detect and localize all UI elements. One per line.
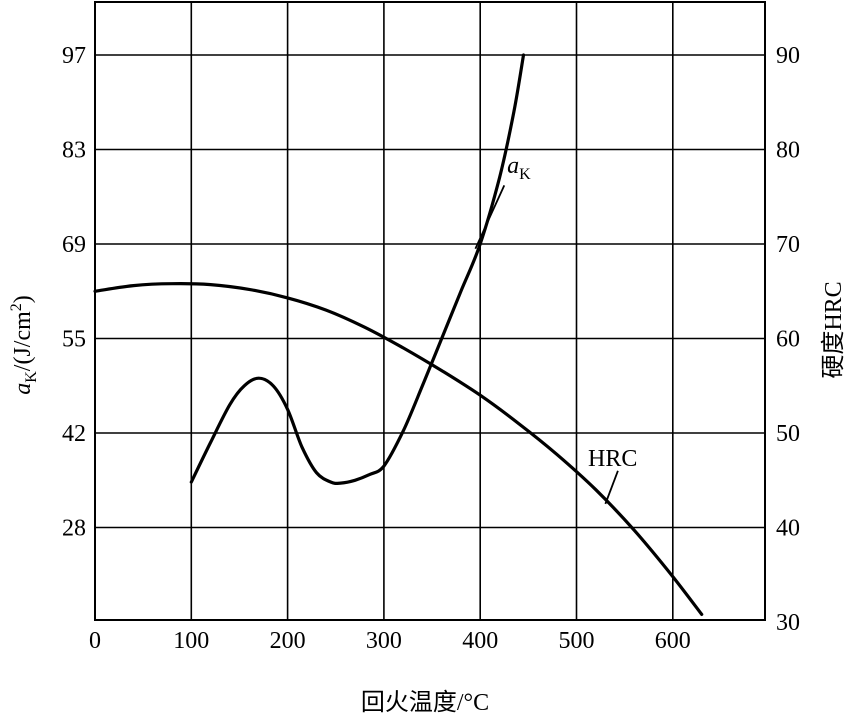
series-labels: aK HRC <box>474 153 637 505</box>
series-label-ak-subscript: K <box>519 166 531 183</box>
y-right-tick-60: 60 <box>776 327 800 353</box>
series-layer <box>93 53 704 616</box>
x-tick-100: 100 <box>173 628 209 654</box>
x-tick-400: 400 <box>462 628 498 654</box>
y-left-subscript: K <box>23 371 40 383</box>
y-right-tick-40: 40 <box>776 516 800 542</box>
y-right-axis-title: 硬度HRC <box>820 281 847 378</box>
y-left-symbol: a <box>10 383 36 395</box>
x-tick-0: 0 <box>89 628 101 654</box>
x-tick-200: 200 <box>270 628 306 654</box>
x-tick-300: 300 <box>366 628 402 654</box>
y-right-tick-50: 50 <box>776 421 800 447</box>
y-left-units: /(J/cm <box>10 311 36 371</box>
x-tick-500: 500 <box>559 628 595 654</box>
y-left-tick-69: 69 <box>62 232 86 258</box>
y-left-tick-55: 55 <box>62 327 86 353</box>
y-left-tick-83: 83 <box>62 138 86 164</box>
y-left-tick-97: 97 <box>62 43 86 69</box>
grid <box>95 2 765 620</box>
y-left-tick-42: 42 <box>62 421 86 447</box>
y-right-tick-80: 80 <box>776 138 800 164</box>
y-left-tick-28: 28 <box>62 516 86 542</box>
leader-ak <box>474 185 506 250</box>
y-right-tick-70: 70 <box>776 232 800 258</box>
x-tick-600: 600 <box>655 628 691 654</box>
tick-labels: 0 100 200 300 400 500 600 90 97 80 83 70 69 60 55 50 42 4… <box>62 43 800 654</box>
y-right-tick-90: 90 <box>776 43 800 69</box>
series-label-ak-symbol: a <box>507 153 519 179</box>
x-axis-title: 回火温度/°C <box>361 689 489 716</box>
series-label-hrc: HRC <box>588 446 637 472</box>
series-label-ak: aK <box>507 153 531 183</box>
y-left-close: ) <box>10 295 36 303</box>
y-right-tick-30: 30 <box>776 610 800 636</box>
plot-frame <box>94 1 766 621</box>
leader-hrc <box>604 470 619 505</box>
y-left-superscript: 2 <box>8 303 25 311</box>
y-left-axis-title: aK/(J/cm2) <box>8 295 40 395</box>
series-line-ak <box>189 53 526 485</box>
